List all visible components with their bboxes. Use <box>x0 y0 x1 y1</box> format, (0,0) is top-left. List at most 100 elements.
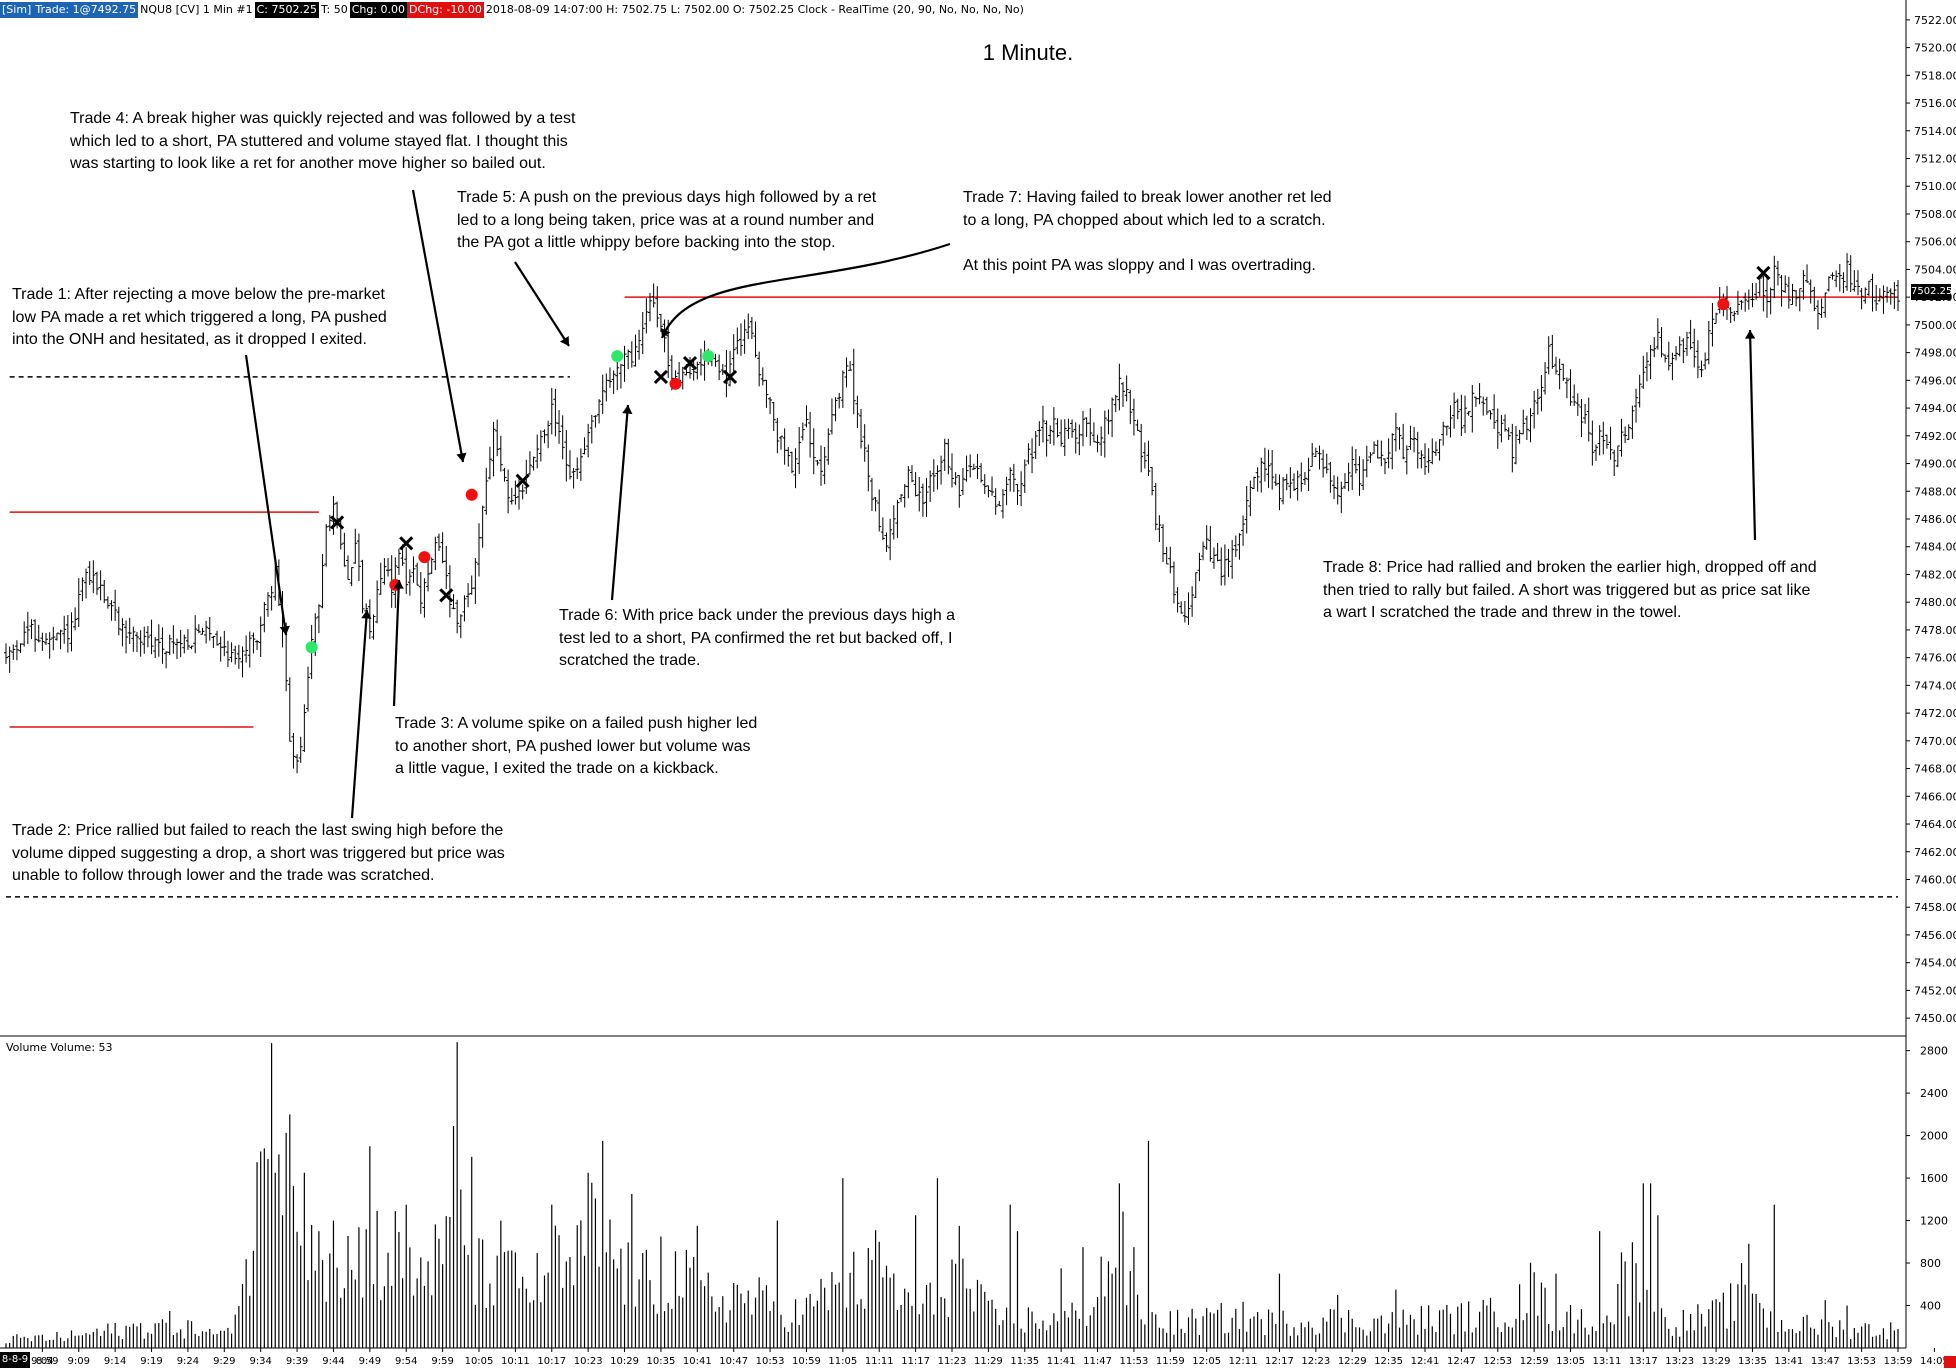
time-tick-label: 10:47 <box>719 1356 748 1367</box>
time-tick-label: 11:11 <box>865 1356 894 1367</box>
time-tick-label: 13:41 <box>1774 1356 1803 1367</box>
volume-tick-label: 400 <box>1920 1300 1941 1313</box>
time-tick-label: 10:35 <box>647 1356 676 1367</box>
time-tick-label: 13:23 <box>1665 1356 1694 1367</box>
time-tick-label: 13:29 <box>1702 1356 1731 1367</box>
note-trade-6: Trade 6: With price back under the previ… <box>559 607 956 669</box>
exit-marker <box>439 588 454 603</box>
time-tick-label: 12:41 <box>1411 1356 1440 1367</box>
time-tick-label: 12:35 <box>1374 1356 1403 1367</box>
price-tick-label: 7454.00 <box>1914 957 1956 970</box>
time-tick-label: 10:41 <box>683 1356 712 1367</box>
time-tick-label: 12:29 <box>1338 1356 1367 1367</box>
dchg-badge: DChg: -10.00 <box>407 2 484 18</box>
price-tick-label: 7452.00 <box>1914 984 1956 997</box>
short-entry-marker <box>418 551 431 564</box>
trade-badge: Trade: 1@7492.75 <box>33 2 139 18</box>
time-tick-label: 8:59 <box>36 1356 58 1367</box>
price-tick-label: 7522.00 <box>1914 14 1956 27</box>
volume-tick-label: 2400 <box>1920 1087 1948 1100</box>
time-tick-label: 11:59 <box>1156 1356 1185 1367</box>
price-tick-label: 7512.00 <box>1914 153 1956 166</box>
time-tick-label: 13:35 <box>1738 1356 1767 1367</box>
price-tick-label: 7466.00 <box>1914 790 1956 803</box>
price-tick-label: 7514.00 <box>1914 125 1956 138</box>
arrow-trade-7 <box>660 242 951 339</box>
time-tick-label: 12:47 <box>1447 1356 1476 1367</box>
price-tick-label: 7496.00 <box>1914 374 1956 387</box>
time-tick-label: 12:59 <box>1520 1356 1549 1367</box>
arrow-trade-6 <box>610 404 630 601</box>
price-tick-label: 7520.00 <box>1914 42 1956 55</box>
time-tick-label: 10:29 <box>610 1356 639 1367</box>
time-tick-label: 14:05 <box>1920 1356 1949 1367</box>
arrow-trade-6-head <box>622 405 633 414</box>
time-tick-label: 9:19 <box>140 1356 162 1367</box>
exit-marker <box>1756 265 1771 280</box>
long-entry-marker <box>702 350 715 363</box>
time-tick-label: 10:17 <box>537 1356 566 1367</box>
price-tick-label: 7468.00 <box>1914 763 1956 776</box>
price-tick-label: 7462.00 <box>1914 846 1956 859</box>
time-tick-label: 9:49 <box>359 1356 381 1367</box>
corner-marker <box>1944 1356 1956 1368</box>
volume-tick-label: 2000 <box>1920 1130 1948 1143</box>
exit-marker <box>515 473 530 488</box>
time-tick-label: 13:11 <box>1593 1356 1622 1367</box>
short-entry-marker <box>465 488 478 501</box>
time-tick-label: 10:05 <box>465 1356 494 1367</box>
price-tick-label: 7458.00 <box>1914 901 1956 914</box>
note-trade-7: Trade 7: Having failed to break lower an… <box>963 189 1332 274</box>
time-tick-label: 9:54 <box>395 1356 417 1367</box>
note-trade-2: Trade 2: Price rallied but failed to rea… <box>12 822 505 884</box>
time-tick-label: 9:14 <box>104 1356 126 1367</box>
price-tick-label: 7456.00 <box>1914 929 1956 942</box>
ticks-label: T: 50 <box>320 3 348 16</box>
price-tick-label: 7504.00 <box>1914 263 1956 276</box>
time-tick-label: 13:59 <box>1884 1356 1913 1367</box>
time-tick-label: 13:47 <box>1811 1356 1840 1367</box>
price-tick-label: 7508.00 <box>1914 208 1956 221</box>
volume-panel-label: Volume Volume: 53 <box>6 1041 113 1054</box>
time-tick-label: 11:05 <box>828 1356 857 1367</box>
arrow-trade-1-head <box>279 625 290 635</box>
price-tick-label: 7478.00 <box>1914 624 1956 637</box>
time-tick-label: 9:24 <box>177 1356 199 1367</box>
price-tick-label: 7450.00 <box>1914 1012 1956 1025</box>
time-tick-label: 12:53 <box>1483 1356 1512 1367</box>
time-tick-label: 11:47 <box>1083 1356 1112 1367</box>
time-tick-label: 11:41 <box>1047 1356 1076 1367</box>
volume-tick-label: 1600 <box>1920 1172 1948 1185</box>
volume-tick-label: 800 <box>1920 1257 1941 1270</box>
time-tick-label: 11:35 <box>1010 1356 1039 1367</box>
chart-title: 1 Minute. <box>982 40 1074 65</box>
price-tick-label: 7492.00 <box>1914 430 1956 443</box>
arrow-trade-2 <box>350 609 369 819</box>
time-tick-label: 13:05 <box>1556 1356 1585 1367</box>
exit-marker <box>682 355 698 371</box>
time-tick-label: 9:09 <box>68 1356 90 1367</box>
price-tick-label: 7506.00 <box>1914 236 1956 249</box>
long-entry-marker <box>305 641 318 654</box>
last-price-tag: 7502.25 <box>1911 284 1952 300</box>
time-tick-label: 9:04 <box>31 1356 53 1367</box>
time-tick-label: 10:59 <box>792 1356 821 1367</box>
chg-badge: Chg: 0.00 <box>349 2 408 18</box>
price-tick-label: 7510.00 <box>1914 180 1956 193</box>
sim-badge: [Sim] <box>0 2 34 18</box>
price-tick-label: 7476.00 <box>1914 652 1956 665</box>
volume-tick-label: 1200 <box>1920 1215 1948 1228</box>
time-tick-label: 9:29 <box>213 1356 235 1367</box>
note-trade-3: Trade 3: A volume spike on a failed push… <box>395 715 758 777</box>
time-tick-label: 11:29 <box>974 1356 1003 1367</box>
time-tick-label: 13:17 <box>1629 1356 1658 1367</box>
chart-header: [Sim] Trade: 1@7492.75 NQU8 [CV] 1 Min #… <box>0 0 1026 20</box>
volume-tick-label: 2800 <box>1920 1045 1948 1058</box>
price-tick-label: 7494.00 <box>1914 402 1956 415</box>
time-tick-label: 13:53 <box>1847 1356 1876 1367</box>
price-tick-label: 7486.00 <box>1914 513 1956 526</box>
arrow-trade-3-head <box>393 580 404 589</box>
arrow-trade-8-head <box>1745 330 1756 339</box>
arrow-trade-3 <box>392 579 401 707</box>
